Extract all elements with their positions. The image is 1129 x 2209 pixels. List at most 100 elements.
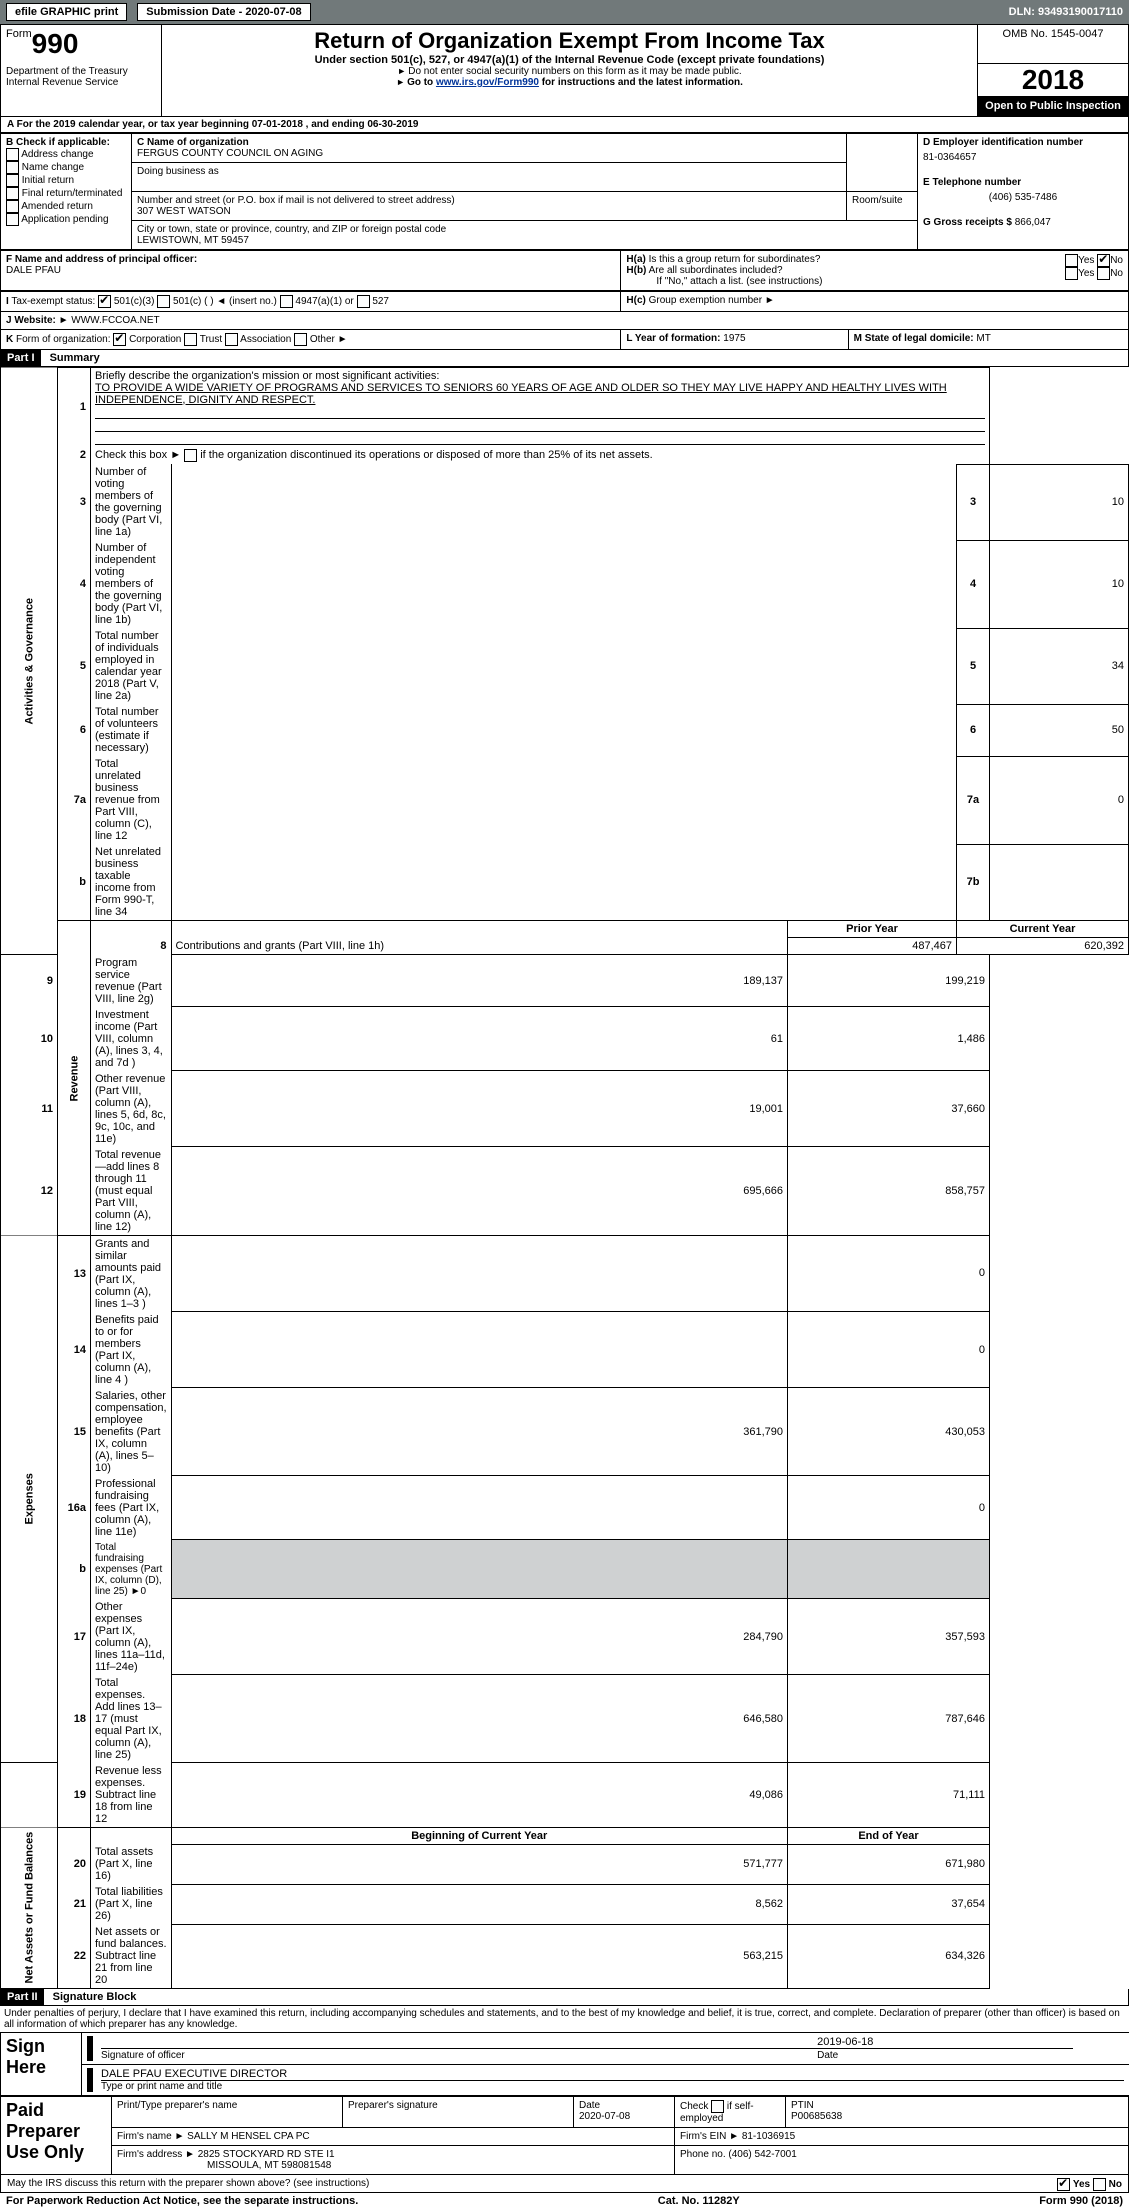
irs-link[interactable]: www.irs.gov/Form990 xyxy=(436,77,539,88)
officer-name-label: Type or print name and title xyxy=(101,2081,1124,2092)
firm-phone-value: (406) 542-7001 xyxy=(728,2149,796,2160)
paid-preparer-label: Paid Preparer Use Only xyxy=(1,2097,112,2175)
l10c: 1,486 xyxy=(788,1007,990,1071)
part2-title: Signature Block xyxy=(47,1991,137,2003)
4947-checkbox[interactable] xyxy=(280,295,293,308)
hb-label: Are all subordinates included? xyxy=(649,265,783,276)
col-boy: Beginning of Current Year xyxy=(171,1827,787,1844)
checkbox-amended[interactable]: Amended return xyxy=(6,200,126,213)
sig-date-label: Date xyxy=(817,2050,838,2061)
assoc-checkbox[interactable] xyxy=(225,333,238,346)
sign-here-label: Sign Here xyxy=(1,2033,82,2096)
l9-label: Program service revenue (Part VIII, line… xyxy=(91,955,172,1007)
side-netassets: Net Assets or Fund Balances xyxy=(1,1827,58,1989)
form-prefix: Form xyxy=(6,28,32,40)
l9c: 199,219 xyxy=(788,955,990,1007)
open-to-public: Open to Public Inspection xyxy=(978,96,1128,116)
l14p xyxy=(171,1312,787,1388)
l9p: 189,137 xyxy=(171,955,787,1007)
l5-label: Total number of individuals employed in … xyxy=(91,628,172,704)
side-revenue: Revenue xyxy=(58,921,91,1236)
street-value: 307 WEST WATSON xyxy=(137,206,841,217)
checkbox-name-change[interactable]: Name change xyxy=(6,161,126,174)
hb-no-checkbox[interactable] xyxy=(1097,267,1110,280)
discuss-label: May the IRS discuss this return with the… xyxy=(7,2178,369,2189)
l16ac: 0 xyxy=(788,1476,990,1540)
ptin-label: PTIN xyxy=(791,2100,814,2111)
l18p: 646,580 xyxy=(171,1675,787,1763)
l2-checkbox[interactable] xyxy=(184,449,197,462)
trust-checkbox[interactable] xyxy=(184,333,197,346)
phone-value: (406) 535-7486 xyxy=(923,192,1123,203)
checkbox-pending[interactable]: Application pending xyxy=(6,213,126,226)
checkbox-address-change[interactable]: Address change xyxy=(6,148,126,161)
gross-receipts-label: G Gross receipts $ xyxy=(923,217,1012,228)
street-label: Number and street (or P.O. box if mail i… xyxy=(137,195,841,206)
l10p: 61 xyxy=(171,1007,787,1071)
l11p: 19,001 xyxy=(171,1071,787,1147)
col-prior: Prior Year xyxy=(788,921,957,938)
dln-label: DLN: 93493190017110 xyxy=(1009,6,1123,18)
checkbox-initial-return[interactable]: Initial return xyxy=(6,174,126,187)
527-checkbox[interactable] xyxy=(357,295,370,308)
efile-button[interactable]: efile GRAPHIC print xyxy=(6,3,127,21)
firm-name-value: SALLY M HENSEL CPA PC xyxy=(187,2131,309,2142)
l11c: 37,660 xyxy=(788,1071,990,1147)
l1-label: Briefly describe the organization's miss… xyxy=(95,370,439,382)
discuss-no-checkbox[interactable] xyxy=(1093,2178,1106,2191)
line-a-label: A xyxy=(7,119,17,130)
self-employed-checkbox[interactable] xyxy=(711,2100,724,2113)
ein-value: 81-0364657 xyxy=(923,152,1123,163)
l22p: 563,215 xyxy=(171,1924,787,1989)
501c3-checkbox[interactable] xyxy=(98,295,111,308)
l8c: 620,392 xyxy=(957,938,1129,955)
hc-label: Group exemption number ► xyxy=(649,295,775,306)
l13p xyxy=(171,1235,787,1312)
hb-yes-checkbox[interactable] xyxy=(1065,267,1078,280)
submission-date: Submission Date - 2020-07-08 xyxy=(137,3,310,21)
city-value: LEWISTOWN, MT 59457 xyxy=(137,235,912,246)
firm-addr2: MISSOULA, MT 598081548 xyxy=(117,2160,331,2171)
corp-checkbox[interactable] xyxy=(113,333,126,346)
dba-label: Doing business as xyxy=(137,166,841,177)
line-a-text: For the 2019 calendar year, or tax year … xyxy=(17,119,419,130)
hb-note: If "No," attach a list. (see instruction… xyxy=(626,276,993,287)
ha-yes-checkbox[interactable] xyxy=(1065,254,1078,267)
tax-year: 2018 xyxy=(978,64,1128,96)
501c-checkbox[interactable] xyxy=(157,295,170,308)
l19p: 49,086 xyxy=(171,1763,787,1828)
l14-label: Benefits paid to or for members (Part IX… xyxy=(91,1312,172,1388)
col-current: Current Year xyxy=(957,921,1129,938)
l17-label: Other expenses (Part IX, column (A), lin… xyxy=(91,1599,172,1675)
ha-no-checkbox[interactable] xyxy=(1097,254,1110,267)
l20c: 671,980 xyxy=(788,1844,990,1884)
city-label: City or town, state or province, country… xyxy=(137,224,912,235)
header-table: Form990 Return of Organization Exempt Fr… xyxy=(0,24,1129,117)
l3-label: Number of voting members of the governin… xyxy=(91,464,172,540)
l16b-label: Total fundraising expenses (Part IX, col… xyxy=(91,1540,172,1599)
part1-title: Summary xyxy=(44,352,100,364)
penalty-text: Under penalties of perjury, I declare th… xyxy=(0,2006,1129,2032)
l20p: 571,777 xyxy=(171,1844,787,1884)
officer-name-value: DALE PFAU EXECUTIVE DIRECTOR xyxy=(101,2068,1124,2081)
l12p: 695,666 xyxy=(171,1147,787,1236)
sig-officer-label: Signature of officer xyxy=(101,2050,817,2061)
l17p: 284,790 xyxy=(171,1599,787,1675)
l11-label: Other revenue (Part VIII, column (A), li… xyxy=(91,1071,172,1147)
year-formation-label: L Year of formation: xyxy=(626,333,720,344)
firm-phone-label: Phone no. xyxy=(680,2149,726,2160)
footer-mid: Cat. No. 11282Y xyxy=(658,2195,740,2207)
l16ap xyxy=(171,1476,787,1540)
officer-value: DALE PFAU xyxy=(6,265,615,276)
l19-label: Revenue less expenses. Subtract line 18 … xyxy=(91,1763,172,1828)
website-label: Website: ► xyxy=(14,315,68,326)
side-governance: Activities & Governance xyxy=(1,367,58,955)
l1-text: TO PROVIDE A WIDE VARIETY OF PROGRAMS AN… xyxy=(95,382,947,406)
discuss-yes-checkbox[interactable] xyxy=(1057,2178,1070,2191)
l7b-value xyxy=(990,844,1129,921)
checkbox-final-return[interactable]: Final return/terminated xyxy=(6,187,126,200)
self-employed-label: Check if self-employed xyxy=(680,2101,754,2124)
note-1: Do not enter social security numbers on … xyxy=(167,66,972,77)
other-checkbox[interactable] xyxy=(294,333,307,346)
website-value: WWW.FCCOA.NET xyxy=(71,315,159,326)
